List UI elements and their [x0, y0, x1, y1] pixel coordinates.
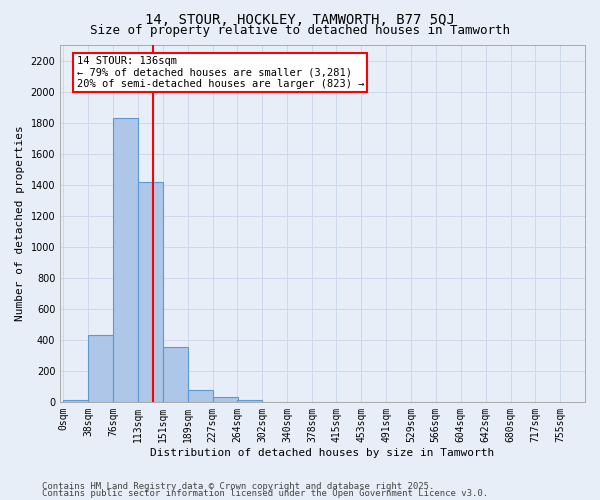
- Bar: [213, 397, 238, 402]
- Bar: [237, 400, 262, 402]
- Bar: [64, 400, 88, 402]
- Text: Contains public sector information licensed under the Open Government Licence v3: Contains public sector information licen…: [42, 490, 488, 498]
- Bar: [88, 335, 113, 402]
- Bar: [113, 118, 139, 402]
- Bar: [138, 182, 163, 402]
- Y-axis label: Number of detached properties: Number of detached properties: [15, 126, 25, 322]
- Text: Size of property relative to detached houses in Tamworth: Size of property relative to detached ho…: [90, 24, 510, 37]
- Text: 14 STOUR: 136sqm
← 79% of detached houses are smaller (3,281)
20% of semi-detach: 14 STOUR: 136sqm ← 79% of detached house…: [77, 56, 364, 89]
- Text: Contains HM Land Registry data © Crown copyright and database right 2025.: Contains HM Land Registry data © Crown c…: [42, 482, 434, 491]
- Bar: [188, 390, 213, 402]
- Text: 14, STOUR, HOCKLEY, TAMWORTH, B77 5QJ: 14, STOUR, HOCKLEY, TAMWORTH, B77 5QJ: [145, 12, 455, 26]
- Bar: [163, 347, 188, 402]
- X-axis label: Distribution of detached houses by size in Tamworth: Distribution of detached houses by size …: [151, 448, 495, 458]
